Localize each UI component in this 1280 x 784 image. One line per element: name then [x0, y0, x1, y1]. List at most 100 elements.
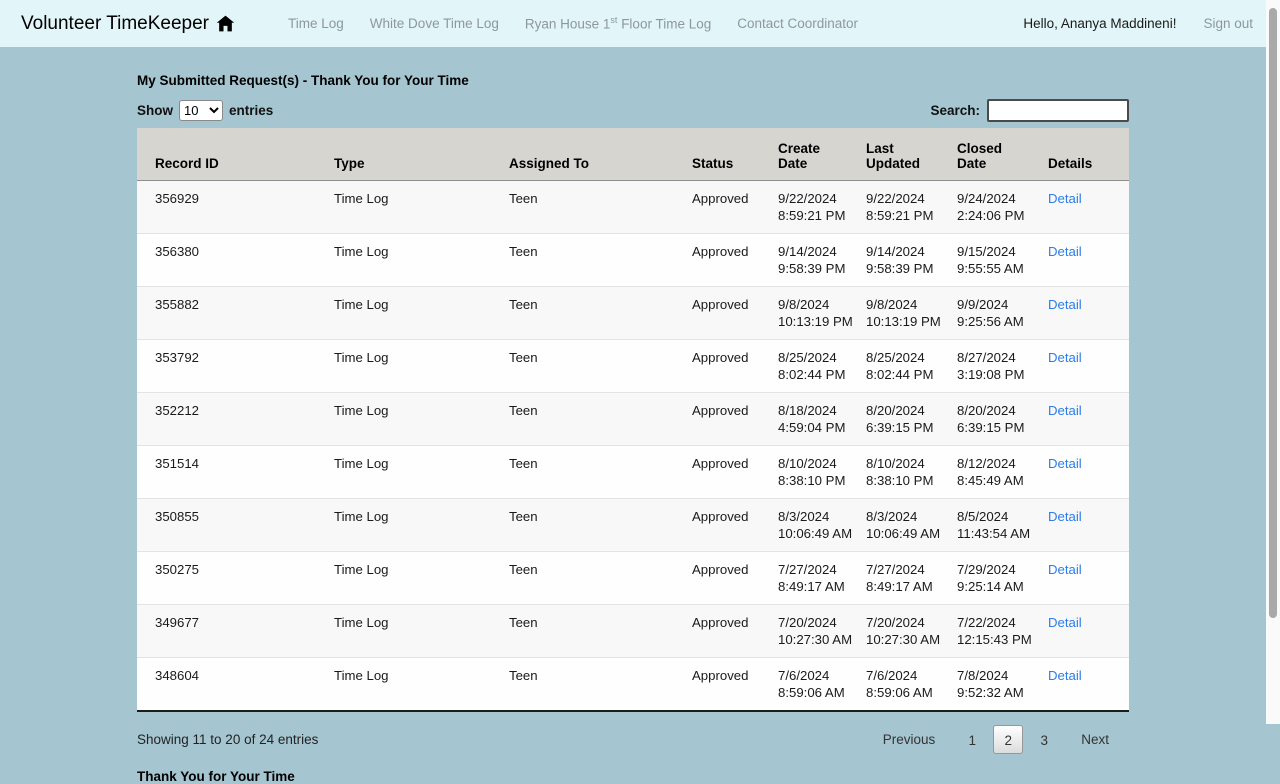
page-title: My Submitted Request(s) - Thank You for … — [137, 73, 469, 88]
pagination-page-3[interactable]: 3 — [1040, 732, 1048, 748]
column-header-assigned-to[interactable]: Assigned To — [491, 128, 674, 181]
sign-out-link[interactable]: Sign out — [1203, 16, 1253, 31]
nav-contact-coordinator[interactable]: Contact Coordinator — [737, 16, 859, 31]
pagination-next-button[interactable]: Next — [1081, 731, 1109, 747]
cell-type: Time Log — [316, 550, 491, 604]
table-row: 353792 Time Log Teen Approved 8/25/2024 8:02:… — [137, 338, 1129, 392]
cell-record-id: 353792 — [137, 338, 316, 392]
cell-status: Approved — [692, 190, 749, 206]
cell-type: Time Log — [316, 232, 491, 286]
detail-link[interactable]: Detail — [1048, 667, 1082, 683]
cell-record-id: 352212 — [137, 391, 316, 445]
cell-record-id: 355882 — [137, 285, 316, 339]
column-header-type[interactable]: Type — [316, 128, 491, 181]
cell-last-updated: 8/20/2024 6:39:15 PM — [848, 391, 939, 445]
detail-link[interactable]: Detail — [1048, 402, 1082, 418]
pagination-previous-button[interactable]: Previous — [882, 731, 936, 747]
cell-closed-date: 7/29/2024 9:25:14 AM — [939, 550, 1030, 604]
cell-last-updated: 7/6/2024 8:59:06 AM — [848, 656, 939, 711]
detail-link[interactable]: Detail — [1048, 508, 1082, 524]
detail-link[interactable]: Detail — [1048, 190, 1082, 206]
cell-last-updated: 9/8/2024 10:13:19 PM — [848, 285, 941, 339]
nav-time-log[interactable]: Time Log — [288, 16, 344, 31]
cell-create-date: 8/25/2024 8:02:44 PM — [760, 338, 848, 392]
column-header-record-id[interactable]: Record ID — [137, 128, 316, 181]
cell-record-id: 356380 — [137, 232, 316, 286]
cell-create-date: 9/14/2024 9:58:39 PM — [760, 232, 848, 286]
cell-assigned-to: Teen — [491, 232, 674, 286]
detail-link[interactable]: Detail — [1048, 614, 1082, 630]
cell-record-id: 356929 — [155, 190, 200, 206]
table-row: 350855 Time Log Teen Approved 8/3/2024 10:06:… — [137, 497, 1129, 551]
cell-create-date: 8/10/2024 8:38:10 PM — [760, 444, 848, 498]
detail-link[interactable]: Detail — [1048, 243, 1082, 259]
cell-assigned-to: Teen — [491, 285, 674, 339]
cell-status: Approved — [674, 550, 760, 604]
detail-link[interactable]: Detail — [1048, 296, 1082, 312]
detail-link[interactable]: Detail — [1048, 349, 1082, 365]
cell-last-updated: 8/10/2024 8:38:10 PM — [848, 444, 939, 498]
column-header-create-date[interactable]: Create Date — [760, 128, 848, 181]
cell-details: Detail — [1030, 232, 1129, 286]
cell-status: Approved — [674, 285, 760, 339]
scrollbar-thumb[interactable] — [1269, 8, 1277, 618]
table-row: 356380 Time Log Teen Approved 9/14/2024 9:58:… — [137, 232, 1129, 286]
cell-create-date: 7/6/2024 8:59:06 AM — [760, 656, 848, 711]
cell-create-date: 7/27/2024 8:49:17 AM — [760, 550, 848, 604]
page-size-select[interactable]: 10 — [179, 100, 223, 121]
cell-last-updated: 9/14/2024 9:58:39 PM — [848, 232, 939, 286]
detail-link[interactable]: Detail — [1048, 455, 1082, 471]
cell-closed-date: 9/15/2024 9:55:55 AM — [939, 232, 1030, 286]
cell-create-date: 8/18/2024 4:59:04 PM — [760, 391, 848, 445]
cell-closed-date: 7/8/2024 9:52:32 AM — [939, 656, 1030, 711]
cell-assigned-to: Teen — [509, 190, 538, 206]
column-header-closed-date[interactable]: Closed Date — [939, 128, 1030, 181]
cell-details: Detail — [1030, 444, 1129, 498]
table-row: 356929 Time Log Teen Approved 9/22/2024 8:59:… — [137, 180, 1129, 233]
top-navigation-bar: Volunteer TimeKeeper Time Log White Dove… — [0, 0, 1266, 47]
cell-details: Detail — [1030, 338, 1129, 392]
search-input[interactable] — [987, 99, 1129, 122]
cell-type: Time Log — [316, 497, 491, 551]
entries-summary: Showing 11 to 20 of 24 entries — [137, 731, 319, 747]
nav-white-dove-time-log[interactable]: White Dove Time Log — [369, 16, 499, 31]
home-icon[interactable] — [216, 14, 235, 33]
column-header-last-updated[interactable]: Last Updated — [848, 128, 939, 181]
cell-closed-date: 8/27/2024 3:19:08 PM — [939, 338, 1030, 392]
pagination-page-1[interactable]: 1 — [968, 732, 976, 748]
cell-status: Approved — [674, 497, 760, 551]
cell-assigned-to: Teen — [491, 338, 674, 392]
cell-record-id: 349677 — [137, 603, 316, 657]
cell-type: Time Log — [316, 656, 491, 711]
nav-ryan-house-time-log[interactable]: Ryan House 1st Floor Time Log — [525, 15, 711, 32]
cell-closed-date: 8/20/2024 6:39:15 PM — [939, 391, 1030, 445]
entries-label: entries — [229, 103, 274, 118]
column-header-details[interactable]: Details — [1030, 128, 1129, 181]
table-body: 356929 Time Log Teen Approved 9/22/2024 8:59:… — [137, 180, 1129, 711]
pagination-page-2[interactable]: 2 — [993, 724, 1024, 754]
cell-type: Time Log — [316, 391, 491, 445]
cell-status: Approved — [674, 391, 760, 445]
cell-details: Detail — [1030, 656, 1129, 711]
cell-create-date: 8/3/2024 10:06:49 AM — [760, 497, 852, 551]
cell-create-date: 9/22/2024 8:59:21 PM — [778, 190, 846, 224]
cell-type: Time Log — [316, 338, 491, 392]
cell-details: Detail — [1030, 497, 1129, 551]
cell-assigned-to: Teen — [491, 603, 674, 657]
detail-link[interactable]: Detail — [1048, 561, 1082, 577]
column-header-status[interactable]: Status — [674, 128, 760, 181]
table-row: 348604 Time Log Teen Approved 7/6/2024 8:59:0… — [137, 656, 1129, 711]
cell-assigned-to: Teen — [491, 497, 674, 551]
main-content: My Submitted Request(s) - Thank You for … — [137, 73, 1129, 754]
cell-type: Time Log — [316, 285, 491, 339]
cell-assigned-to: Teen — [491, 391, 674, 445]
cell-record-id: 348604 — [137, 656, 316, 711]
app-title: Volunteer TimeKeeper — [21, 13, 235, 35]
cell-assigned-to: Teen — [491, 550, 674, 604]
cell-assigned-to: Teen — [491, 444, 674, 498]
search-control: Search: — [930, 99, 1129, 122]
cell-details: Detail — [1030, 180, 1129, 233]
table-row: 351514 Time Log Teen Approved 8/10/2024 8:38:… — [137, 444, 1129, 498]
